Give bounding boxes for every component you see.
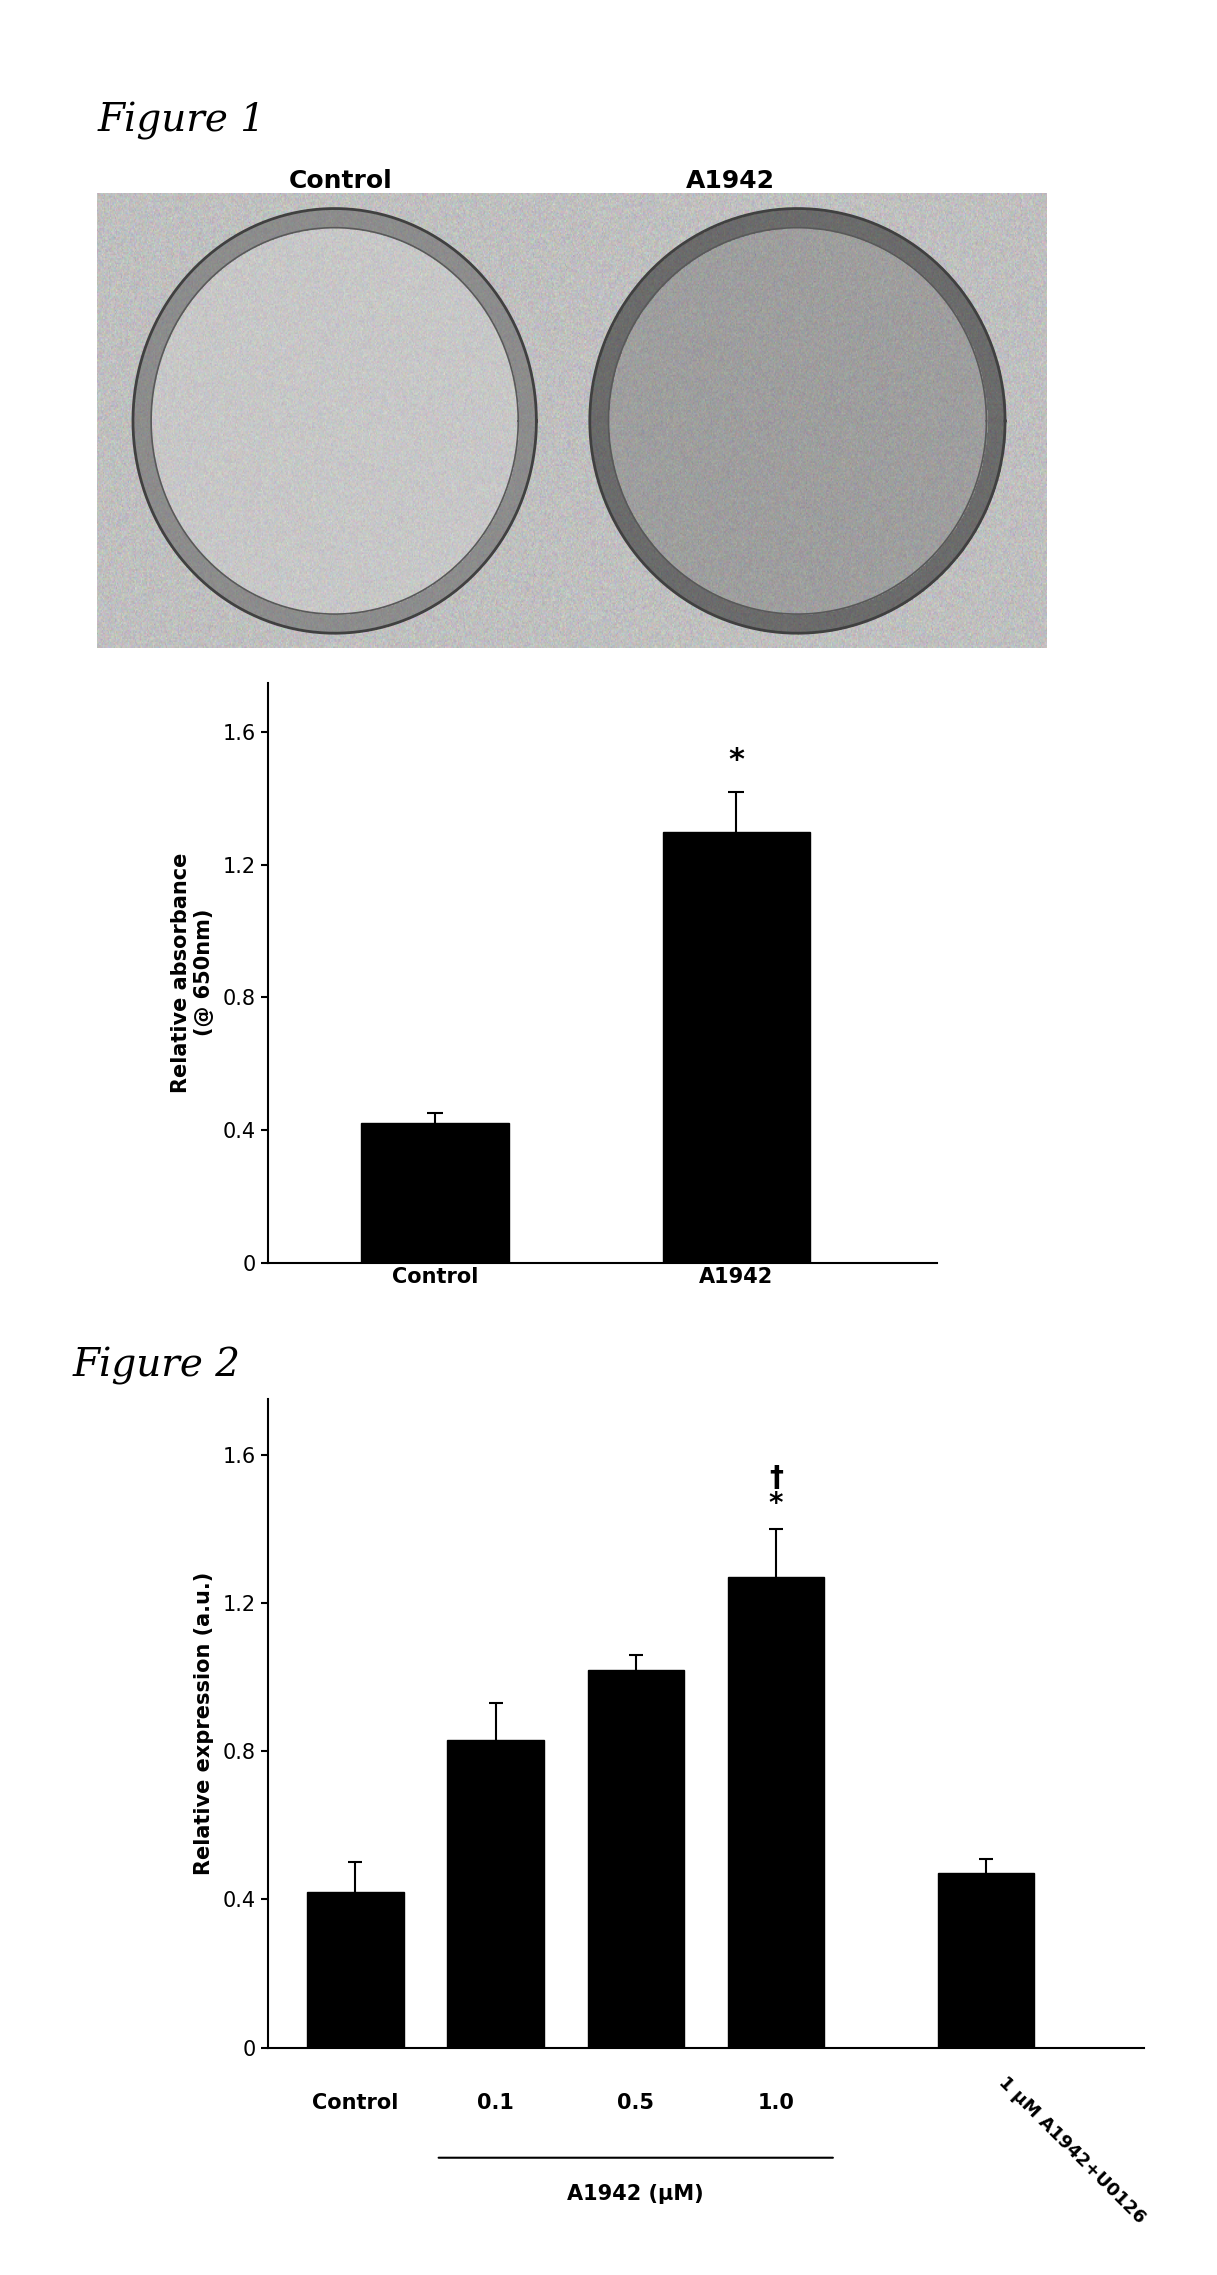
Text: Control: Control [313,2093,398,2113]
Bar [728,1577,824,2048]
Y-axis label: Relative expression (a.u.): Relative expression (a.u.) [195,1572,214,1875]
Bar [662,833,811,1263]
Text: 1 μM A1942+U0126: 1 μM A1942+U0126 [996,2073,1149,2227]
Bar [448,1740,544,2048]
Bar [307,1893,404,2048]
Text: Control: Control [288,168,393,193]
Text: 0.5: 0.5 [617,2093,655,2113]
Text: †: † [769,1463,783,1492]
Text: Figure 2: Figure 2 [73,1347,241,1385]
Text: A1942: A1942 [685,168,775,193]
Y-axis label: Relative absorbance
(@ 650nm): Relative absorbance (@ 650nm) [172,853,214,1092]
Text: *: * [728,746,745,776]
Text: *: * [769,1490,784,1517]
Text: 1.0: 1.0 [757,2093,795,2113]
Text: 0.1: 0.1 [477,2093,514,2113]
Bar [361,1124,509,1263]
Bar [938,1872,1034,2048]
Text: Figure 1: Figure 1 [97,102,265,141]
Text: A1942 (μM): A1942 (μM) [567,2184,705,2204]
Bar [588,1670,684,2048]
